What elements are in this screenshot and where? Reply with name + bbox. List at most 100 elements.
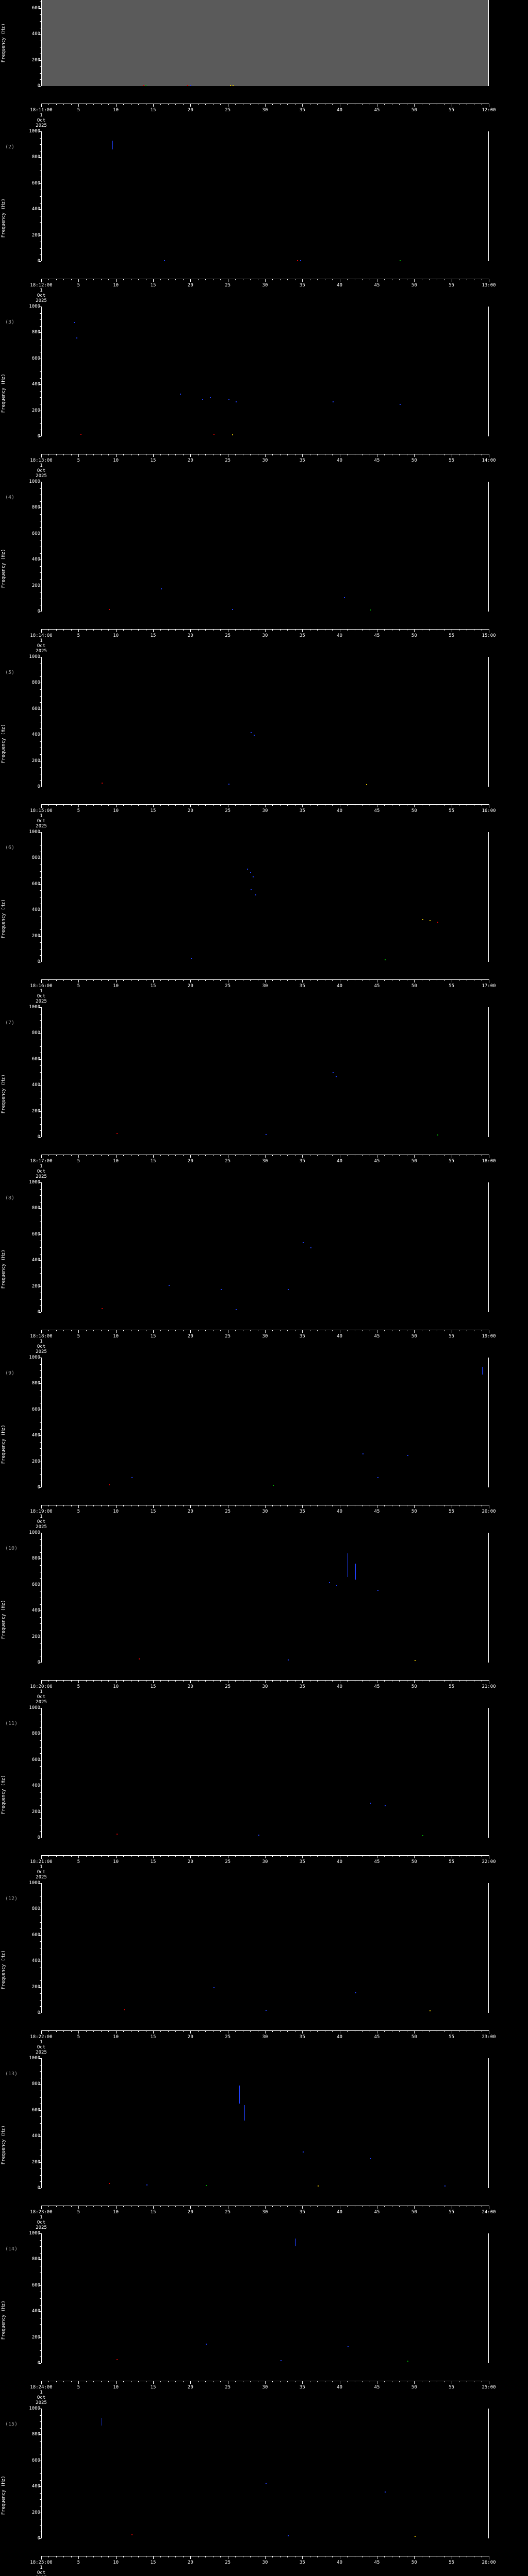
x-major-tick xyxy=(414,1680,415,1683)
x-tick-label: 35 xyxy=(299,1334,305,1339)
x-minor-tick xyxy=(86,979,87,981)
x-minor-tick xyxy=(205,1680,206,1682)
x-tick-label: 30 xyxy=(262,2035,268,2040)
y-minor-tick xyxy=(40,1117,41,1118)
x-major-tick xyxy=(414,804,415,807)
x-minor-tick xyxy=(160,1330,161,1331)
x-major-tick xyxy=(116,804,117,807)
x-axis-cap-left xyxy=(41,1505,42,1509)
detection-mark xyxy=(253,876,254,877)
detection-mark xyxy=(233,84,234,86)
y-minor-tick xyxy=(40,877,41,878)
spectrogram-plot-area[interactable] xyxy=(41,1182,489,1312)
x-minor-tick xyxy=(101,979,102,981)
y-tick-label: 200 xyxy=(31,1283,40,1289)
x-tick-label: 35 xyxy=(299,1159,305,1164)
x-minor-tick xyxy=(287,1855,288,1857)
spectrogram-plot-area[interactable] xyxy=(41,2409,489,2538)
y-minor-tick xyxy=(40,66,41,67)
x-minor-tick xyxy=(347,1155,348,1156)
spectrogram-plot-area[interactable] xyxy=(41,657,489,787)
x-minor-tick xyxy=(168,2206,169,2207)
panel-number-label: (6) xyxy=(5,845,15,851)
panel-number-label: (9) xyxy=(5,1370,15,1377)
x-minor-tick xyxy=(347,1330,348,1331)
detection-mark xyxy=(209,397,211,399)
x-minor-tick xyxy=(63,629,64,631)
x-minor-tick xyxy=(384,979,385,981)
panel-number-label: (5) xyxy=(5,670,15,676)
x-tick-label: 20 xyxy=(187,458,193,463)
spectrogram-plot-area[interactable] xyxy=(41,1358,489,1487)
panel-number-label: (4) xyxy=(5,495,15,501)
spectrogram-plot-area[interactable] xyxy=(41,307,489,436)
y-tick-label: 800 xyxy=(31,1731,40,1737)
detection-mark xyxy=(400,260,401,261)
spectrogram-plot-area[interactable] xyxy=(41,1533,489,1663)
y-tick-mark xyxy=(39,884,41,885)
y-axis: 1000 800 600 400 200 0 Frequency (Hz) (11) xyxy=(0,1706,41,1840)
y-minor-tick xyxy=(40,1124,41,1125)
x-minor-tick xyxy=(183,2556,184,2557)
y-minor-tick xyxy=(40,1247,41,1248)
y-minor-tick xyxy=(40,196,41,197)
x-tick-label: 10 xyxy=(113,2560,119,2565)
panel-number-label: (2) xyxy=(5,144,15,150)
x-major-tick xyxy=(265,454,266,457)
y-axis: 1000 800 600 400 200 0 Frequency (Hz) (12) xyxy=(0,1881,41,2015)
x-minor-tick xyxy=(384,1505,385,1506)
x-minor-tick xyxy=(197,1505,199,1506)
x-minor-tick xyxy=(93,2556,94,2557)
y-tick-label: 200 xyxy=(31,1108,40,1114)
x-minor-tick xyxy=(384,279,385,280)
x-minor-tick xyxy=(123,104,124,105)
spectrogram-plot-area[interactable] xyxy=(41,1007,489,1137)
spectrogram-plot-area[interactable] xyxy=(41,482,489,612)
y-tick-label: 200 xyxy=(31,1809,40,1815)
spectrogram-plot-area[interactable] xyxy=(41,1883,489,2013)
y-minor-tick xyxy=(40,2350,41,2351)
x-tick-label: 50 xyxy=(411,984,417,989)
y-tick-label: 1000 xyxy=(29,129,40,134)
x-minor-tick xyxy=(123,1855,124,1857)
x-major-tick xyxy=(302,1680,303,1683)
spectrogram-plot-area[interactable] xyxy=(41,832,489,962)
x-minor-tick xyxy=(138,1330,139,1331)
spectrogram-plot-area[interactable] xyxy=(41,0,489,86)
x-minor-tick xyxy=(399,2381,400,2382)
x-major-tick xyxy=(265,279,266,282)
detection-mark xyxy=(250,872,251,874)
y-tick-mark xyxy=(39,1234,41,1235)
spectrogram-plot-area[interactable] xyxy=(41,2058,489,2188)
x-minor-tick xyxy=(235,2030,236,2032)
x-tick-label: 40 xyxy=(337,633,343,638)
x-tick-label: 15 xyxy=(150,633,156,638)
x-minor-tick xyxy=(71,1330,72,1331)
x-minor-tick xyxy=(347,979,348,981)
x-minor-tick xyxy=(429,1330,430,1331)
x-major-tick xyxy=(190,1155,191,1158)
spectrogram-plot-area[interactable] xyxy=(41,1708,489,1838)
y-axis: 1000 800 600 400 200 0 Frequency (Hz) (5) xyxy=(0,655,41,789)
panel-number-label: (11) xyxy=(5,1721,18,1727)
x-minor-tick xyxy=(48,2381,50,2382)
x-tick-label: 45 xyxy=(374,1684,380,1689)
x-minor-tick xyxy=(272,1330,273,1331)
x-major-tick xyxy=(265,2381,266,2384)
x-minor-tick xyxy=(205,804,206,806)
x-minor-tick xyxy=(138,804,139,806)
x-major-tick xyxy=(302,2556,303,2559)
y-minor-tick xyxy=(40,1189,41,1190)
y-axis: 1000 800 600 400 200 0 Frequency (Hz) (15) xyxy=(0,2406,41,2541)
x-axis-end-label: 24:00 xyxy=(482,2210,496,2215)
x-minor-tick xyxy=(138,454,139,455)
spectrogram-plot-area[interactable] xyxy=(41,2233,489,2363)
x-minor-tick xyxy=(287,1330,288,1331)
x-minor-tick xyxy=(138,1855,139,1857)
y-minor-tick xyxy=(40,397,41,398)
y-minor-tick xyxy=(40,14,41,15)
x-minor-tick xyxy=(317,1505,318,1506)
x-tick-label: 45 xyxy=(374,1159,380,1164)
spectrogram-plot-area[interactable] xyxy=(41,131,489,261)
